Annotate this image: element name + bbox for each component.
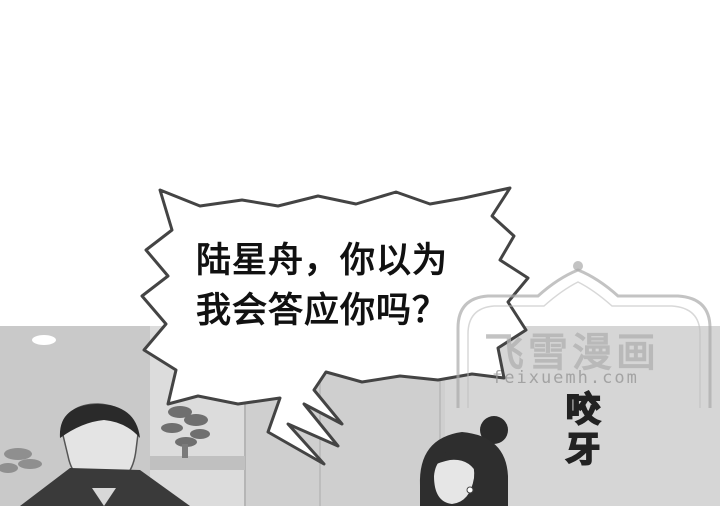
side-title: 咬 牙 (565, 389, 606, 471)
man-figure (20, 403, 190, 506)
speech-line-2: 我会答应你吗？ (196, 291, 449, 331)
woman-figure (419, 416, 508, 506)
speech-text: 陆星舟，你以为 我会答应你吗？ (196, 236, 516, 336)
watermark-logo: 飞雪漫画 (484, 330, 660, 376)
watermark-frame (456, 261, 712, 408)
side-title-char-2: 牙 (565, 429, 601, 471)
watermark-url: feixuemh.com (492, 368, 639, 388)
speech-line-1: 陆星舟，你以为 (196, 241, 449, 281)
speech-bubble (140, 186, 530, 466)
side-title-char-1: 咬 (565, 389, 601, 431)
